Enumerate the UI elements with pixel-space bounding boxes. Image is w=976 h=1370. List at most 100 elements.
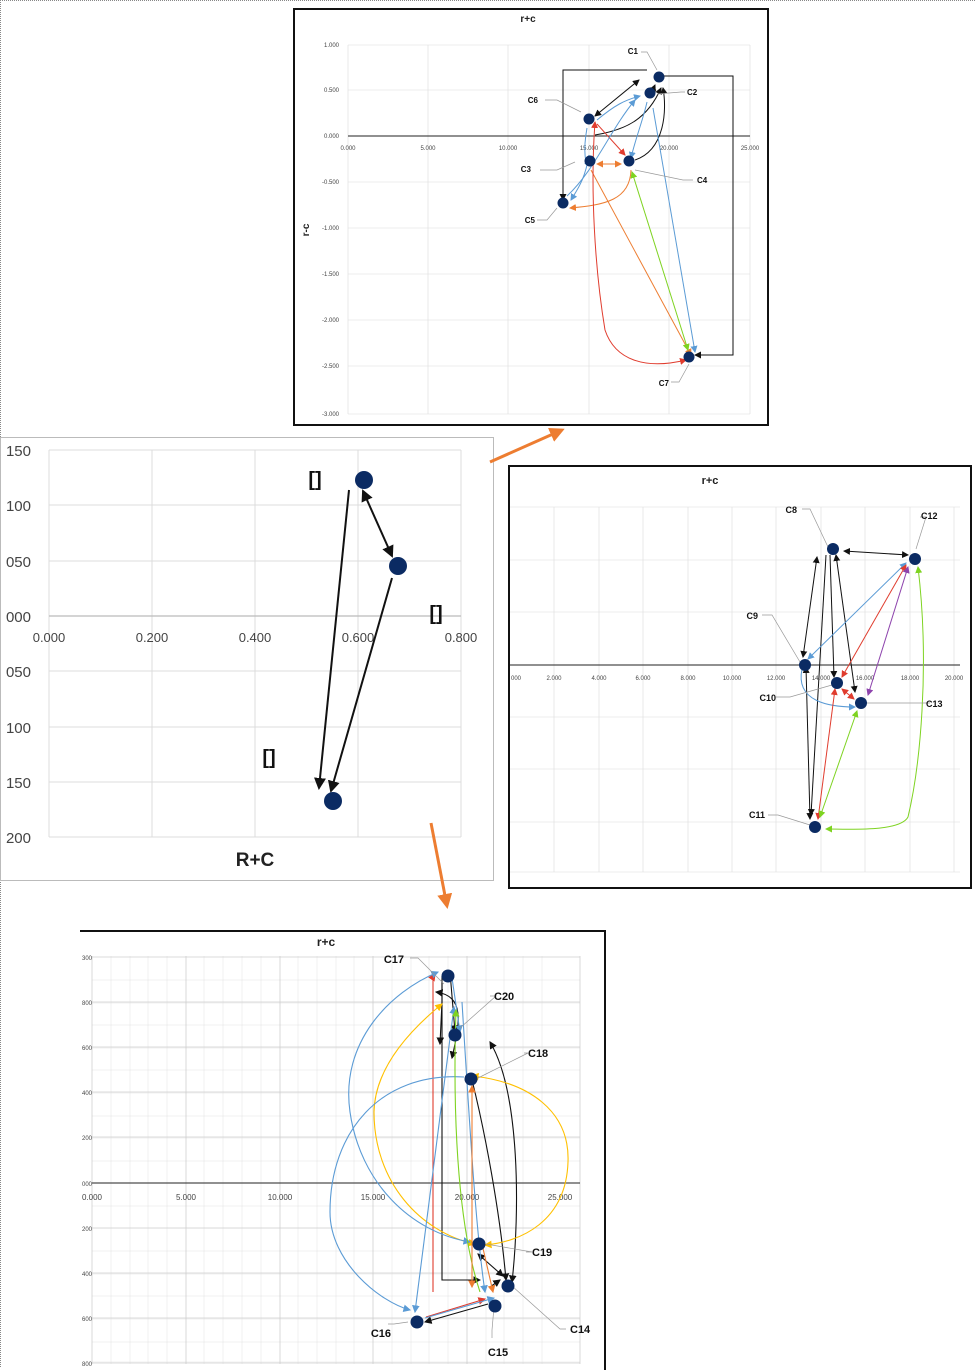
top-ytick: 0.000 [324,134,340,140]
top-xtick: 20.000 [660,146,679,152]
center-xtick: 0.800 [445,630,478,645]
bottom-node-c16 [410,1315,424,1329]
top-xtick: 0.000 [340,146,356,152]
center-xtick: 0.000 [33,630,66,645]
right-label-c10: C10 [759,693,776,703]
bottom-xtick: 10.000 [268,1193,293,1202]
right-leaders [762,508,930,826]
top-arrow-c7-c6 [591,121,687,365]
bottom-leaders [388,957,566,1338]
top-label-c5: C5 [525,216,536,225]
right-label-c11: C11 [749,810,765,820]
top-node-c4 [623,155,635,167]
right-arrow-c8-c10 [829,554,838,678]
top-node-c7 [683,351,695,363]
right-arrow-c13-c11 [818,710,859,818]
bottom-ytick: 600 [82,1317,93,1323]
top-arrow-c6-c1 [594,79,640,117]
top-arrow-c5-c2 [566,99,636,197]
top-label-c1: C1 [628,47,639,56]
bottom-ytick: 800 [82,1362,93,1368]
top-arrow-c3-c7 [590,169,692,356]
center-nodes [324,471,407,810]
bottom-label-c19: C19 [532,1247,552,1259]
top-chart-title: r+c [520,14,536,25]
top-chart-panel: r+c r-c 0.000 5.000 10.000 15.000 20.000… [293,8,769,426]
top-chart: r+c r-c 0.000 5.000 10.000 15.000 20.000… [301,14,760,418]
top-label-c7: C7 [659,379,670,388]
right-chart-panel: r+c 000 2.000 4.000 6.000 8.000 10.000 1… [508,465,972,889]
center-ytick: 100 [6,498,31,515]
center-arrows [314,489,394,793]
bottom-arrow-c20-c16 [412,1005,457,1314]
bottom-ytick: 800 [82,1001,93,1007]
top-ytick: 0.500 [324,88,340,94]
right-node-labels: C8 C9 C10 C11 C12 C13 [746,505,942,820]
right-arrow-c9-c13 [800,668,856,711]
right-arrow-c8-c9 [800,556,820,658]
right-xtick: 2.000 [546,676,562,682]
center-xtick: 0.600 [342,630,375,645]
bottom-label-c20: C20 [494,991,514,1003]
right-node-c10 [831,677,843,689]
center-ytick: 000 [6,609,31,626]
top-ytick: -2.500 [322,364,340,370]
right-label-c13: C13 [926,699,943,709]
top-xtick: 5.000 [420,146,436,152]
top-node-labels: C1 C2 C3 C4 C5 C6 C7 [521,47,708,388]
right-xtick: 8.000 [680,676,696,682]
right-chart: r+c 000 2.000 4.000 6.000 8.000 10.000 1… [510,475,964,873]
bottom-arrow-c15-c16 [423,1303,489,1324]
center-node-bottom [324,792,342,810]
center-node-label: [] [429,603,442,625]
bottom-arrow-c20-c19 [373,1003,477,1247]
center-node-right [389,557,407,575]
top-ylabel: r-c [301,223,312,236]
right-nodes [799,543,921,833]
bottom-label-c17: C17 [384,954,404,966]
bottom-ytick: 300 [82,956,93,962]
right-arrow-c9-c11 [802,666,814,820]
top-xtick: 25.000 [741,146,760,152]
bottom-ytick: 200 [82,1227,93,1233]
bottom-fine-grid [92,956,580,1364]
right-label-c12: C12 [921,511,938,521]
bottom-label-c15: C15 [488,1347,508,1359]
top-arrow-c2-c4 [628,101,648,159]
bottom-nodes [410,969,515,1329]
bottom-arrow-c17-c20 [451,977,463,1034]
bottom-xtick: 20.000 [455,1193,480,1202]
right-arrow-c12-c11 [825,566,924,833]
bottom-label-c16: C16 [371,1328,391,1340]
bottom-ytick: 600 [82,1046,93,1052]
bottom-ytick: 400 [82,1091,93,1097]
bottom-arrow-c16-c15 [425,1297,487,1318]
top-ytick: 1.000 [324,43,340,49]
top-arrows [559,69,734,365]
bottom-ytick: 200 [82,1136,93,1142]
right-xtick: 12.000 [767,676,786,682]
top-label-c3: C3 [521,165,532,174]
top-label-c2: C2 [687,88,698,97]
bottom-arrow-c19-c14 [477,1253,504,1277]
right-xtick: 10.000 [723,676,742,682]
bottom-node-c18 [464,1072,478,1086]
top-node-c2 [644,87,656,99]
bottom-chart-title: r+c [317,935,336,949]
center-node-label: [] [308,469,321,491]
top-arrow-c4-c5 [569,169,632,211]
bottom-ytick: 000 [82,1182,93,1188]
bottom-arrows [329,970,569,1324]
right-xtick: 14.000 [812,676,831,682]
center-xlabel: R+C [236,850,275,871]
bottom-label-c18: C18 [528,1048,548,1060]
center-node-label: [] [262,747,275,769]
top-nodes [557,71,695,363]
bottom-xtick: 5.000 [176,1193,197,1202]
bottom-chart: r+c 0.000 5.000 10.000 15.000 20.000 25.… [82,935,591,1368]
top-arrow-c2-c7 [652,107,698,353]
center-arrow-top-bottom [314,489,350,790]
right-grid [510,506,960,873]
center-ytick: 150 [6,775,31,792]
bottom-arrow-c18-c14 [489,1041,518,1284]
